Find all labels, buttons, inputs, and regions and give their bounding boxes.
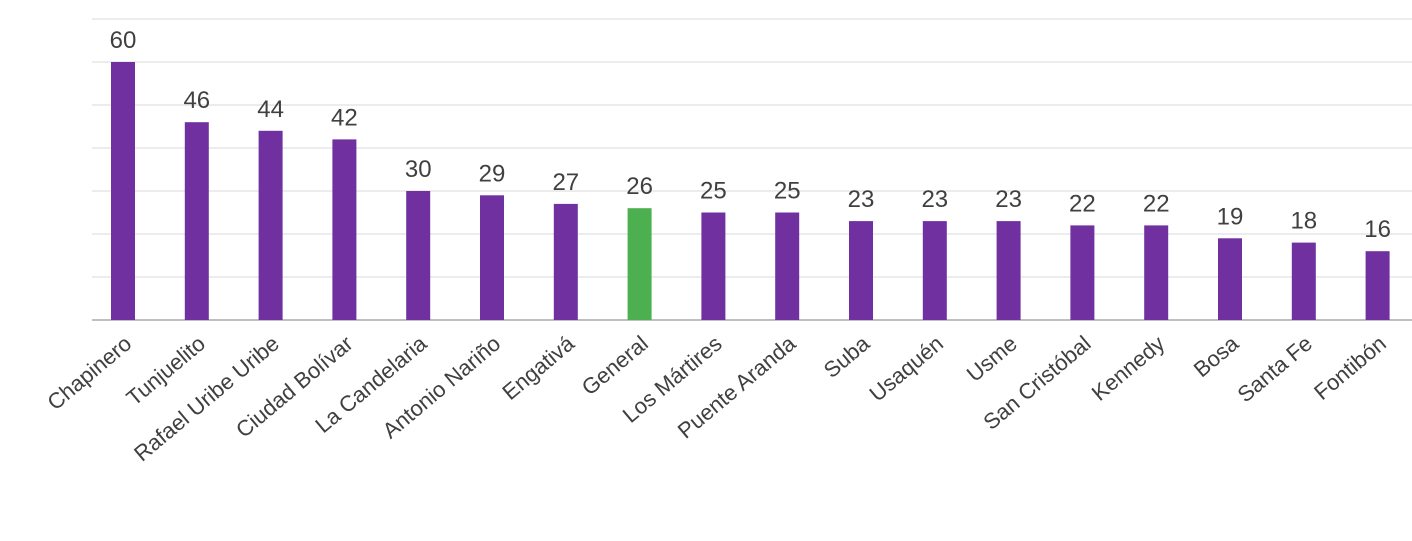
- bar: [849, 221, 873, 320]
- value-label: 27: [552, 169, 579, 196]
- category-label: Fontibón: [1309, 331, 1391, 405]
- value-label: 30: [405, 156, 432, 183]
- bar: [553, 203, 578, 320]
- bar: [1218, 238, 1242, 320]
- bar: [1291, 242, 1316, 320]
- value-label: 16: [1364, 216, 1391, 243]
- bars: [111, 62, 1390, 320]
- value-label: 44: [257, 96, 284, 123]
- bar: [775, 212, 800, 320]
- value-label: 22: [1069, 190, 1096, 217]
- value-label: 46: [183, 87, 210, 114]
- category-label: Usaquén: [864, 331, 948, 407]
- category-label: Bosa: [1189, 330, 1244, 382]
- category-label: Usme: [962, 331, 1022, 387]
- bar: [480, 195, 504, 320]
- value-label: 23: [995, 186, 1022, 213]
- category-label: Kennedy: [1087, 331, 1170, 406]
- bar: [1365, 251, 1390, 320]
- value-label: 42: [331, 104, 358, 131]
- bar: [627, 208, 652, 320]
- value-label: 26: [626, 173, 653, 200]
- value-label: 23: [921, 186, 948, 213]
- category-label: Chapinero: [42, 331, 136, 415]
- value-label: 18: [1290, 208, 1317, 235]
- value-label: 19: [1217, 203, 1244, 230]
- bar: [996, 221, 1021, 320]
- bar: [406, 191, 431, 320]
- bar: [922, 221, 947, 320]
- category-label: Santa Fe: [1233, 331, 1317, 408]
- bar: [1144, 225, 1169, 320]
- bar: [111, 62, 135, 320]
- value-labels: 60 46 44 42 30 29 27 26 25 25 23 23 23 22 22 19 18 16: [110, 27, 1391, 243]
- bar: [332, 139, 357, 320]
- bar: [1070, 225, 1095, 320]
- category-label: Engativá: [497, 330, 579, 405]
- gridlines: [92, 18, 1412, 321]
- value-label: 60: [110, 27, 137, 54]
- value-label: 25: [774, 178, 801, 205]
- value-label: 23: [848, 186, 875, 213]
- value-label: 22: [1143, 190, 1170, 217]
- bar: [184, 122, 209, 320]
- value-label: 25: [700, 178, 727, 205]
- value-label: 29: [479, 160, 506, 187]
- bar: [701, 212, 726, 320]
- bar: [258, 130, 283, 320]
- category-label: Suba: [819, 330, 875, 383]
